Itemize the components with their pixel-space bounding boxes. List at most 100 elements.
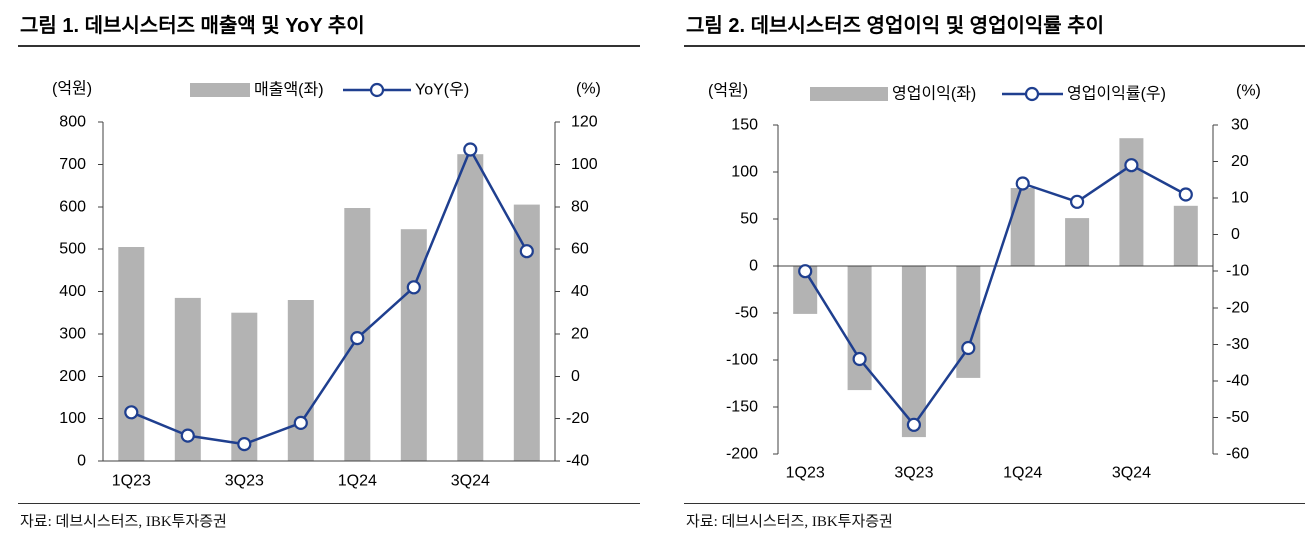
left-tick-label: -200 <box>726 446 758 463</box>
operating-profit-bar-2 <box>847 266 872 391</box>
left-tick-label: 600 <box>59 198 86 215</box>
x-tick-label: 3Q24 <box>451 473 490 490</box>
right-tick-label: 0 <box>571 368 580 385</box>
legend-label-operating-margin: 영업이익률(우) <box>1067 85 1166 103</box>
figure-2-bottom-rule <box>684 503 1305 504</box>
left-tick-label: 0 <box>77 453 86 470</box>
revenue-bar-1 <box>118 247 145 461</box>
right-tick-label: 100 <box>571 156 598 173</box>
operating-profit-bar-6 <box>1065 218 1090 266</box>
yoy-point-5 <box>350 331 365 346</box>
figure-2-top-rule <box>684 45 1305 47</box>
operating-margin-point-3 <box>906 417 922 432</box>
operating-margin-point-5 <box>1015 176 1030 191</box>
right-tick-label: 120 <box>571 114 598 131</box>
yoy-point-4 <box>293 415 308 430</box>
left-axis-title: (억원) <box>52 80 92 98</box>
yoy-series <box>124 142 534 452</box>
figure-2-title: 그림 2. 데브시스터즈 영업이익 및 영업이익률 추이 <box>686 15 1105 37</box>
right-tick-label: 0 <box>1231 226 1240 243</box>
yoy-point-2 <box>180 428 195 443</box>
right-tick-label: 60 <box>571 241 589 258</box>
right-tick-label: 80 <box>571 198 589 215</box>
plot-area: 0 100 200 300 400 500 600 700 800 -40 -20 0 20 40 60 80… <box>59 114 598 490</box>
left-tick-label: 800 <box>59 114 86 131</box>
operating-margin-point-1 <box>798 264 813 279</box>
left-tick-label: 0 <box>749 258 758 275</box>
right-tick-label: -40 <box>566 453 589 470</box>
right-axis-title: (%) <box>1236 83 1261 100</box>
figure-1-top-rule <box>18 45 640 47</box>
right-tick-label: -20 <box>1226 299 1249 316</box>
left-tick-label: 300 <box>59 325 86 342</box>
x-tick-label: 1Q24 <box>338 473 377 490</box>
operating-profit-bar-8 <box>1173 205 1198 266</box>
legend-marker <box>1024 86 1040 102</box>
right-tick-label: -40 <box>1226 372 1249 389</box>
operating-profit-bar-5 <box>1010 188 1035 266</box>
legend-bar-swatch <box>810 87 888 101</box>
left-tick-label: -150 <box>726 399 758 416</box>
yoy-point-1 <box>124 405 139 420</box>
revenue-bar-8 <box>513 204 540 461</box>
operating-profit-bar-7 <box>1119 138 1144 266</box>
operating-margin-point-4 <box>961 340 976 356</box>
left-tick-label: 100 <box>731 164 758 181</box>
right-tick-label: 20 <box>571 325 589 342</box>
x-tick-label: 3Q23 <box>894 465 933 482</box>
figure-1-source: 자료: 데브시스터즈, IBK투자증권 <box>20 514 227 530</box>
right-tick-label: -50 <box>1226 409 1249 426</box>
x-tick-label: 1Q23 <box>112 473 151 490</box>
left-tick-label: 200 <box>59 368 86 385</box>
operating-margin-line <box>804 163 1187 427</box>
legend-label-operating-profit: 영업이익(좌) <box>892 85 976 103</box>
right-tick-label: -30 <box>1226 336 1249 353</box>
yoy-point-7 <box>463 142 478 157</box>
left-tick-label: 700 <box>59 156 86 173</box>
operating-profit-bar-3 <box>901 266 926 438</box>
revenue-bar-series <box>118 154 540 461</box>
operating-margin-point-2 <box>852 351 867 367</box>
left-axis-title: (억원) <box>708 82 748 100</box>
right-tick-label: -60 <box>1226 446 1249 463</box>
left-tick-label: -100 <box>726 352 758 369</box>
yoy-point-3 <box>237 437 252 452</box>
right-axis-title: (%) <box>576 81 601 98</box>
legend-label-revenue: 매출액(좌) <box>254 81 324 99</box>
legend-bar-swatch <box>190 83 250 97</box>
revenue-yoy-chart: (억원) (%) 매출액(좌) YoY(우) 01002003004005006… <box>52 80 601 490</box>
figure-2-source: 자료: 데브시스터즈, IBK투자증권 <box>686 514 893 530</box>
right-tick-label: -20 <box>566 410 589 427</box>
legend-marker <box>369 82 385 98</box>
operating-margin-series <box>798 158 1193 432</box>
right-tick-label: -10 <box>1226 263 1249 280</box>
right-tick-label: 20 <box>1231 153 1249 170</box>
yoy-point-6 <box>406 280 421 295</box>
legend-label-yoy: YoY(우) <box>415 82 469 99</box>
revenue-bar-4 <box>287 300 314 461</box>
revenue-bar-3 <box>231 312 258 461</box>
operating-profit-margin-chart: (억원) (%) 영업이익(좌) 영업이익률(우) -200-150-100-5… <box>708 82 1261 482</box>
operating-margin-point-6 <box>1069 194 1085 209</box>
axes: -200-150-100-50050100150-60-50-40-30-20-… <box>726 117 1249 482</box>
right-tick-label: 40 <box>571 283 589 300</box>
x-tick-label: 3Q24 <box>1112 465 1151 482</box>
right-tick-label: 10 <box>1231 190 1249 207</box>
right-tick-label: 30 <box>1231 117 1249 134</box>
left-tick-label: 500 <box>59 241 86 258</box>
operating-margin-point-8 <box>1178 187 1193 202</box>
left-tick-label: 400 <box>59 283 86 300</box>
figure-1-bottom-rule <box>18 503 640 504</box>
revenue-bar-7 <box>457 154 484 461</box>
operating-profit-bar-series <box>793 138 1198 438</box>
left-tick-label: 50 <box>740 211 758 228</box>
x-tick-label: 3Q23 <box>225 473 264 490</box>
left-tick-label: 100 <box>59 410 86 427</box>
yoy-line <box>130 148 528 446</box>
axes: 0 100 200 300 400 500 600 700 800 -40 -20 0 20 40 60 80… <box>59 114 598 490</box>
yoy-point-8 <box>519 244 534 259</box>
legend: 영업이익(좌) 영업이익률(우) <box>810 85 1166 103</box>
x-tick-label: 1Q23 <box>786 465 825 482</box>
